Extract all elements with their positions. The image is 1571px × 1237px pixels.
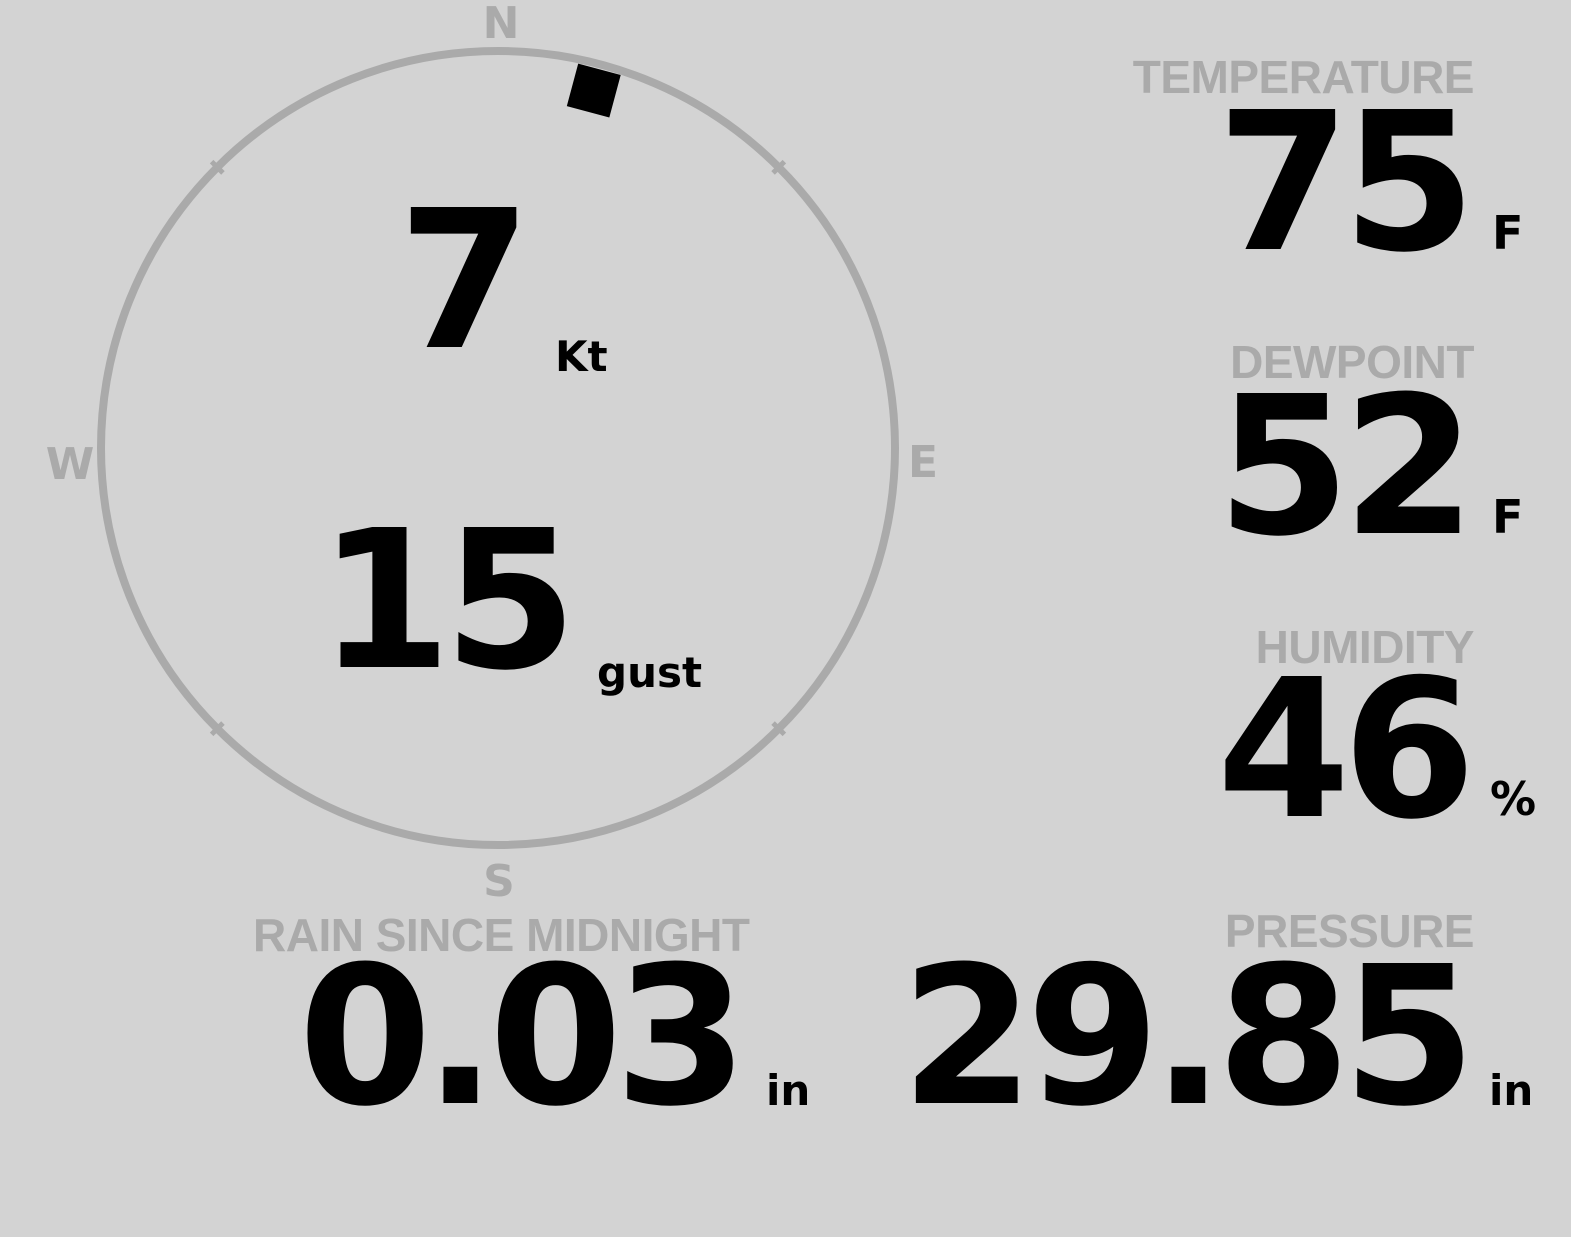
pressure-value: 29.85 <box>900 926 1476 1149</box>
compass-ring <box>97 47 899 849</box>
gust-unit: gust <box>597 648 703 697</box>
temperature-value: 75 <box>1216 72 1476 295</box>
wind-compass <box>97 47 899 849</box>
pressure-unit: in <box>1489 1066 1534 1115</box>
compass-tick <box>209 721 225 737</box>
compass-tick <box>771 721 787 737</box>
compass-ticks <box>209 159 787 737</box>
wind-direction-indicator <box>566 63 621 118</box>
dewpoint-value: 52 <box>1216 356 1476 579</box>
compass-tick <box>209 159 225 175</box>
pressure-label: PRESSURE <box>1224 905 1475 957</box>
compass-tick <box>771 159 787 175</box>
compass-south-label: S <box>483 856 515 907</box>
wind-speed-value: 7 <box>398 170 532 393</box>
rain-label: RAIN SINCE MIDNIGHT <box>253 909 750 961</box>
humidity-value: 46 <box>1216 639 1476 862</box>
compass-west-label: W <box>45 439 95 490</box>
compass-east-label: E <box>907 437 939 488</box>
temperature-unit: F <box>1492 206 1524 260</box>
dewpoint-label: DEWPOINT <box>1230 336 1474 388</box>
humidity-unit: % <box>1490 772 1537 826</box>
wind-speed-unit: Kt <box>555 332 608 381</box>
dewpoint-unit: F <box>1492 490 1524 544</box>
humidity-label: HUMIDITY <box>1255 621 1475 673</box>
rain-unit: in <box>766 1066 811 1115</box>
gust-value: 15 <box>318 490 577 713</box>
temperature-label: TEMPERATURE <box>1132 51 1475 103</box>
compass-north-label: N <box>482 0 520 49</box>
rain-value: 0.03 <box>298 926 748 1149</box>
